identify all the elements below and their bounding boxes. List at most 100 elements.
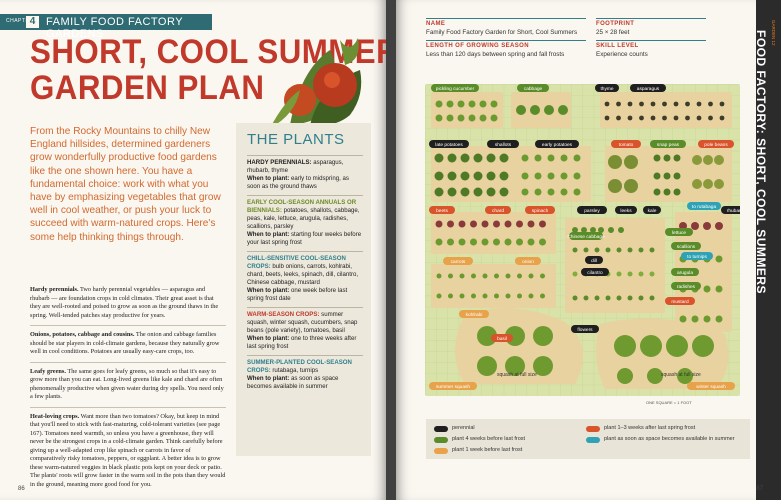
plant-mark bbox=[696, 101, 702, 107]
plant-mark bbox=[650, 115, 656, 121]
plant-mark bbox=[650, 101, 656, 107]
plant-group-crops: asparagus, rhubarb, thyme bbox=[247, 159, 344, 174]
chapter-word: CHAPTER bbox=[6, 18, 34, 24]
garden-label: late potatoes bbox=[435, 142, 463, 148]
plant-mark bbox=[560, 172, 568, 180]
garden-label-pill bbox=[429, 382, 477, 390]
garden-label-pill bbox=[687, 382, 735, 390]
plant-mark bbox=[435, 100, 443, 108]
when-to-plant-text: starting four weeks before your last spr… bbox=[247, 231, 362, 246]
plant-mark bbox=[594, 295, 600, 301]
garden-label-pill bbox=[429, 140, 469, 148]
when-to-plant-label: When to plant: bbox=[247, 375, 290, 382]
when-to-plant-text: one week before last spring frost date bbox=[247, 287, 348, 302]
plant-mark bbox=[435, 114, 443, 122]
plant-mark bbox=[490, 114, 498, 122]
plant-mark bbox=[653, 154, 661, 162]
plant-mark bbox=[544, 105, 554, 115]
plant-mark bbox=[447, 153, 457, 163]
garden-label-pill bbox=[535, 140, 579, 148]
plant-mark bbox=[627, 101, 633, 107]
plant-mark bbox=[653, 172, 661, 180]
info-footprint-label: FOOTPRINT bbox=[596, 21, 635, 27]
plant-mark bbox=[708, 101, 713, 107]
legend-swatch bbox=[434, 437, 448, 443]
plant-mark bbox=[504, 238, 512, 246]
plant-mark bbox=[539, 220, 546, 228]
plant-mark bbox=[527, 220, 535, 228]
garden-label-pill bbox=[643, 206, 661, 214]
paragraph-lead: Hardy perennials. bbox=[30, 286, 79, 293]
garden-label: to rutabaga bbox=[692, 204, 717, 210]
plant-mark bbox=[482, 273, 488, 279]
garden-label: radishes bbox=[677, 284, 696, 290]
body-paragraph: Leafy greens. The same goes for leafy gr… bbox=[30, 368, 226, 408]
plant-mark bbox=[696, 115, 702, 121]
paragraph-lead: Leafy greens. bbox=[30, 367, 66, 375]
plant-group-crops: potatoes, shallots, cabbage, peas, kale,… bbox=[247, 207, 360, 230]
plant-mark bbox=[447, 171, 457, 181]
garden-label: scallions bbox=[677, 244, 696, 250]
plant-mark bbox=[516, 238, 523, 246]
plant-mark bbox=[703, 222, 711, 230]
plant-mark bbox=[447, 220, 454, 228]
info-name-value: Family Food Factory Garden for Short, Co… bbox=[426, 29, 578, 36]
garden-label-pill bbox=[595, 84, 619, 92]
plant-mark bbox=[533, 326, 553, 346]
plant-mark bbox=[624, 179, 638, 193]
plant-mark bbox=[547, 172, 555, 180]
plant-mark bbox=[594, 247, 600, 253]
garden-label-pill bbox=[698, 140, 734, 148]
plant-mark bbox=[638, 247, 644, 253]
plant-mark bbox=[573, 188, 581, 196]
plants-title: THE PLANTS bbox=[247, 131, 345, 148]
plant-mark bbox=[624, 155, 638, 169]
plant-mark bbox=[448, 293, 453, 299]
plant-mark bbox=[640, 335, 662, 357]
plant-mark bbox=[616, 247, 622, 253]
plant-mark bbox=[499, 153, 509, 163]
plant-mark bbox=[573, 172, 581, 180]
plant-mark bbox=[719, 115, 725, 121]
plant-mark bbox=[521, 154, 529, 162]
scale-note: ONE SQUARE = 1 FOOT bbox=[646, 400, 692, 405]
info-name: NAME Family Food Factory Garden for Shor… bbox=[426, 18, 586, 36]
plant-mark bbox=[581, 227, 587, 233]
plant-mark bbox=[608, 227, 614, 233]
when-to-plant-text: as soon as space becomes available in su… bbox=[247, 375, 339, 390]
plant-group: SUMMER-PLANTED COOL-SEASON CROPS: rutaba… bbox=[247, 355, 363, 395]
plant-mark bbox=[493, 238, 500, 246]
plant-mark bbox=[481, 220, 489, 228]
plant-group: EARLY COOL-SEASON ANNUALS OR BIENNIALS: … bbox=[247, 195, 363, 251]
garden-label-pill bbox=[671, 268, 699, 276]
plant-mark bbox=[494, 273, 499, 279]
plant-mark bbox=[572, 227, 578, 233]
legend-label: plant 4 weeks before last frost bbox=[452, 436, 526, 442]
garden-label: squash at full size bbox=[661, 372, 701, 378]
info-skill: SKILL LEVEL Experience counts bbox=[596, 40, 706, 58]
plant-mark bbox=[477, 326, 497, 346]
plant-mark bbox=[627, 247, 633, 253]
plant-mark bbox=[457, 114, 465, 122]
plant-mark bbox=[530, 105, 540, 115]
plant-mark bbox=[673, 188, 681, 196]
plant-mark bbox=[505, 356, 525, 376]
garden-label: to turnips bbox=[687, 254, 707, 260]
plant-mark bbox=[590, 227, 596, 233]
garden-label: leeks bbox=[620, 208, 632, 214]
paragraph-text: The same goes for leafy greens, so much … bbox=[30, 367, 224, 401]
plant-mark bbox=[473, 171, 483, 181]
plant-group: HARDY PERENNIALS: asparagus, rhubarb, th… bbox=[247, 155, 363, 195]
plant-mark bbox=[436, 293, 442, 299]
plant-mark bbox=[715, 315, 723, 323]
paragraph-text: Want more than two tomatoes? Okay, but k… bbox=[30, 412, 226, 488]
plant-mark bbox=[715, 285, 723, 293]
garden-label-pill bbox=[517, 84, 549, 92]
plant-mark bbox=[692, 179, 702, 189]
plant-mark bbox=[517, 273, 522, 279]
plant-mark bbox=[616, 115, 621, 121]
garden-info-table: NAME Family Food Factory Garden for Shor… bbox=[426, 18, 726, 80]
plant-mark bbox=[534, 172, 542, 180]
plant-mark bbox=[447, 187, 457, 197]
legend-swatch bbox=[586, 426, 600, 432]
